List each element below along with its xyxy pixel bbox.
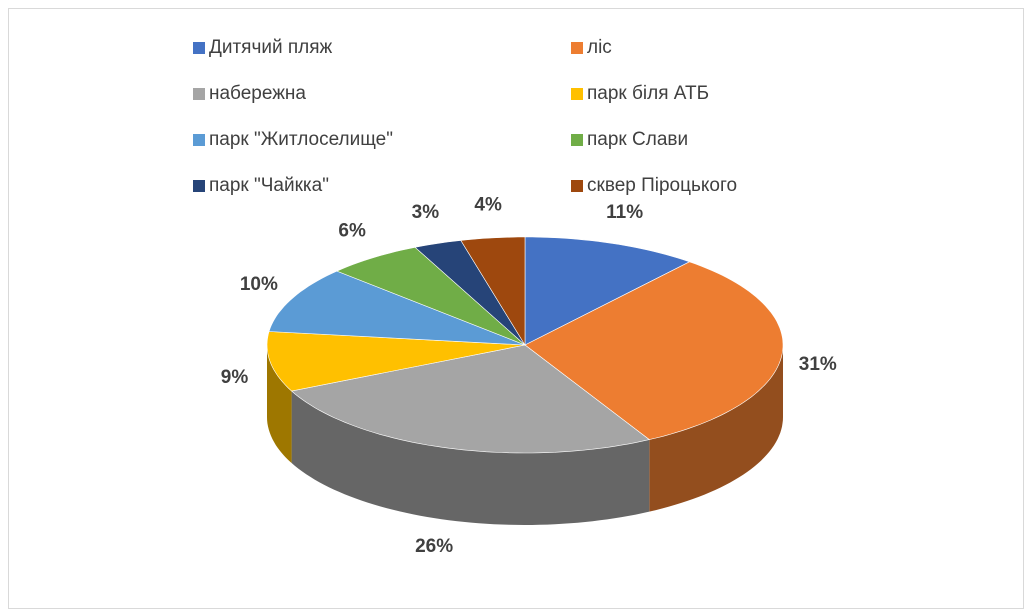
slice — [524, 236, 691, 346]
legend-label: Дитячий пляж — [209, 37, 333, 58]
data-label: 9% — [221, 367, 249, 388]
data-label: 26% — [415, 536, 453, 557]
data-label: 11% — [606, 202, 643, 223]
slice — [266, 331, 526, 392]
slice-side — [291, 391, 650, 525]
legend-swatch — [193, 134, 205, 146]
slice — [336, 246, 526, 346]
legend-swatch — [193, 88, 205, 100]
data-label: 3% — [412, 202, 440, 223]
legend-label: сквер Піроцького — [587, 175, 737, 196]
legend-swatch — [571, 88, 583, 100]
slice-side — [267, 345, 292, 463]
slice — [460, 236, 526, 347]
data-label: 31% — [799, 354, 837, 375]
legend-label: парк Слави — [587, 129, 688, 150]
data-label: 4% — [474, 195, 502, 216]
legend-label: парк "Житлоселище" — [209, 129, 393, 150]
slice — [268, 270, 526, 346]
legend-swatch — [193, 180, 205, 192]
data-label: 6% — [338, 220, 366, 241]
data-label: 10% — [240, 274, 278, 295]
legend-swatch — [571, 180, 583, 192]
legend-label: ліс — [587, 37, 612, 58]
legend-swatch — [571, 134, 583, 146]
slice — [290, 344, 650, 454]
legend-label: парк біля АТБ — [587, 83, 709, 104]
legend-swatch — [571, 42, 583, 54]
slice-side — [649, 345, 783, 512]
legend-label: набережна — [209, 83, 306, 104]
legend-swatch — [193, 42, 205, 54]
slice — [524, 261, 784, 440]
slice — [414, 240, 526, 346]
legend-label: парк "Чайкка" — [209, 175, 329, 196]
